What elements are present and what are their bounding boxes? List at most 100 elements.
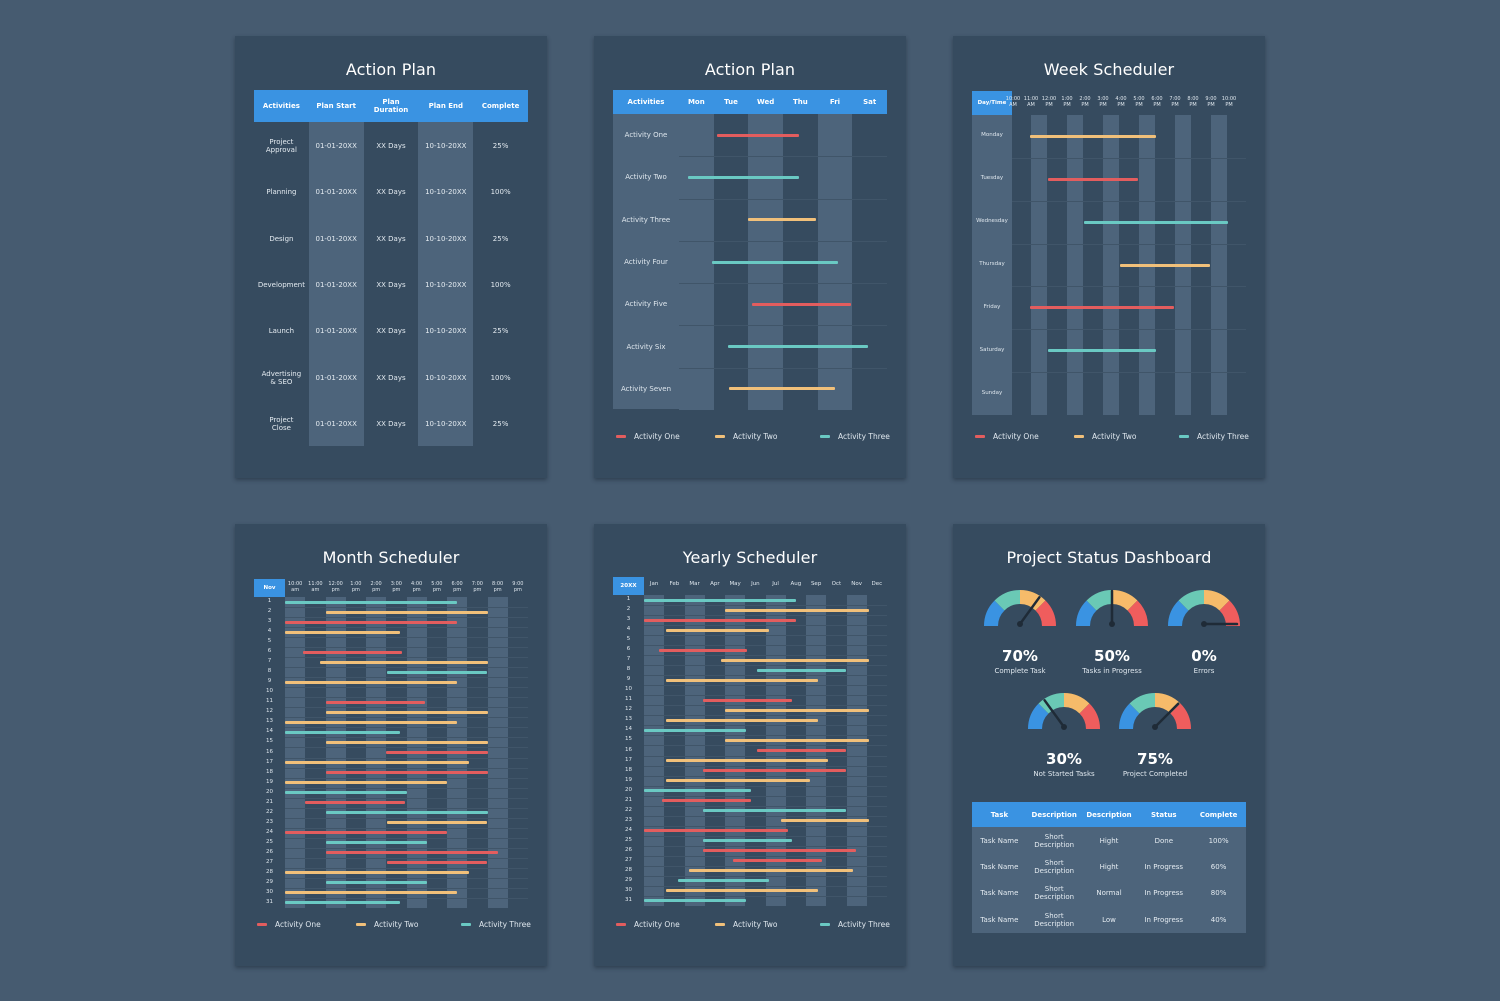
gauge xyxy=(1028,693,1100,730)
row-gridline xyxy=(644,695,887,697)
column-header: Apr xyxy=(710,581,720,587)
table-header xyxy=(254,90,528,122)
activity-bar xyxy=(305,801,406,805)
row-gridline xyxy=(285,717,528,719)
row-label: 30 xyxy=(625,886,632,893)
gauge-segment xyxy=(1170,703,1191,729)
row-label: 18 xyxy=(266,768,273,775)
gauge-segment xyxy=(1064,693,1090,714)
row-gridline xyxy=(285,767,528,769)
table-cell: 10-10-20XX xyxy=(425,280,467,289)
table-cell: 10-10-20XX xyxy=(425,419,467,428)
activity-bar xyxy=(285,680,458,684)
column-header: Task xyxy=(990,811,1009,819)
gauge-hub xyxy=(1201,621,1207,627)
gauge-hub xyxy=(1017,621,1023,627)
legend-swatch xyxy=(616,435,626,438)
gauge-segment xyxy=(1079,703,1100,729)
week-scheduler-card: Week Scheduler Day/Time 10:00 AM 11:00 AM 12:… xyxy=(953,36,1265,478)
row-label: Monday xyxy=(981,132,1003,139)
row-gridline xyxy=(644,775,887,777)
activity-bar xyxy=(780,819,869,823)
column-header: 7:00 PM xyxy=(1169,96,1181,108)
row-label: 7 xyxy=(267,658,272,665)
activity-bar xyxy=(325,710,488,714)
activity-bar xyxy=(285,871,470,875)
column-header: 10:00 PM xyxy=(1221,96,1237,108)
row-gridline xyxy=(285,617,528,619)
activity-bar xyxy=(285,891,458,895)
row-gridline xyxy=(285,757,528,759)
row-gridline xyxy=(285,677,528,679)
activity-bar xyxy=(325,740,488,744)
row-label: Friday xyxy=(983,303,1001,310)
row-label: 15 xyxy=(266,738,273,745)
activity-bar xyxy=(644,789,752,793)
gauge xyxy=(984,590,1056,627)
row-gridline xyxy=(285,607,528,609)
activity-bar xyxy=(325,841,427,845)
column-stripe xyxy=(1031,115,1047,415)
gauge-needle xyxy=(1153,702,1180,729)
column-header: Fri xyxy=(829,98,841,106)
activity-bar xyxy=(729,387,835,391)
activity-bar xyxy=(644,728,747,732)
row-label: 11 xyxy=(625,696,632,703)
row-gridline xyxy=(1012,243,1246,245)
gauge-segment xyxy=(1129,693,1155,714)
row-gridline xyxy=(285,647,528,649)
column-header: 9:00 PM xyxy=(1205,96,1217,108)
table-cell: XX Days xyxy=(376,280,406,289)
row-label: 29 xyxy=(625,876,632,883)
activity-bar xyxy=(387,821,488,825)
table-cell: Short Description xyxy=(1034,885,1075,902)
table-cell: 25% xyxy=(492,234,509,243)
table-cell: 10-10-20XX xyxy=(425,327,467,336)
column-stripe xyxy=(644,595,665,906)
table-cell: Done xyxy=(1154,837,1173,845)
gauge xyxy=(1119,693,1191,730)
row-label: 21 xyxy=(266,798,273,805)
column-header: 8:00 pm xyxy=(492,581,504,593)
column-header: Aug xyxy=(790,581,802,587)
row-gridline xyxy=(285,857,528,859)
row-gridline xyxy=(644,625,887,627)
activity-bar xyxy=(285,620,458,624)
row-gridline xyxy=(644,615,887,617)
row-label: 9 xyxy=(626,676,631,683)
row-label: Sunday xyxy=(981,389,1003,396)
column-stripe xyxy=(1211,115,1227,415)
row-gridline xyxy=(285,867,528,869)
gauge-segment xyxy=(1086,590,1112,611)
table-cell: 100% xyxy=(490,188,511,197)
gauge-hub xyxy=(1061,724,1067,730)
gauge-value: 70% xyxy=(1002,647,1038,665)
row-label: Activity Five xyxy=(624,300,668,309)
column-header: Jul xyxy=(772,581,779,587)
activity-bar xyxy=(666,678,819,682)
row-gridline xyxy=(285,727,528,729)
row-label: 30 xyxy=(266,888,273,895)
gauge-value: 50% xyxy=(1094,647,1130,665)
column-header: Plan End xyxy=(428,102,464,110)
row-gridline xyxy=(644,685,887,687)
row-label: 1 xyxy=(267,598,272,605)
card-title: Month Scheduler xyxy=(322,548,460,567)
row-label: 3 xyxy=(267,618,272,625)
gauge-segment xyxy=(1178,590,1204,611)
row-gridline xyxy=(644,825,887,827)
activity-bar xyxy=(1030,306,1174,310)
row-label: 16 xyxy=(266,748,273,755)
row-gridline xyxy=(285,787,528,789)
activity-bar xyxy=(386,751,488,754)
row-gridline xyxy=(285,887,528,889)
row-gridline xyxy=(1012,372,1246,374)
column-header: 11:00 am xyxy=(308,581,323,593)
column-header: 5:00 pm xyxy=(431,581,443,593)
gauge-segment xyxy=(1038,693,1064,714)
row-label: 2 xyxy=(267,608,272,615)
activity-bar xyxy=(1084,220,1228,224)
activity-bar xyxy=(387,861,488,865)
table-cell: XX Days xyxy=(376,373,406,382)
row-gridline xyxy=(285,627,528,629)
